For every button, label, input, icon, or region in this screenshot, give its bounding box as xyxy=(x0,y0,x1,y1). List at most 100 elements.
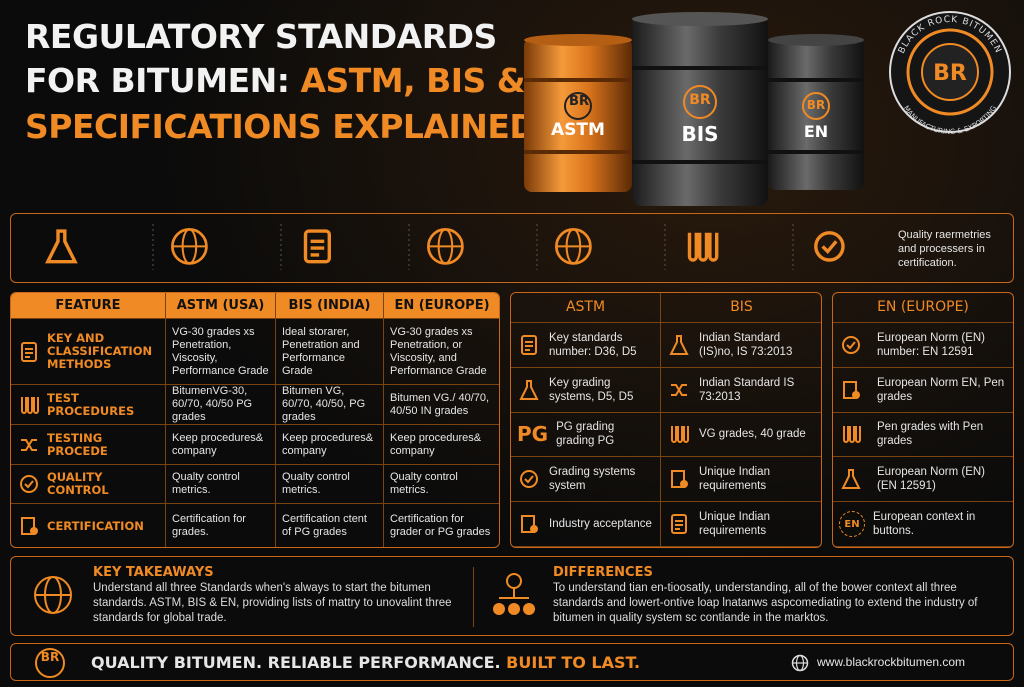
feature-cell-text: QUALITY CONTROL xyxy=(47,470,109,497)
table-cell-text: Keep procedures& company xyxy=(282,431,374,457)
takeaways-title: KEY TAKEAWAYS xyxy=(93,565,214,580)
icon-strip: Quality raermetries and processers in ce… xyxy=(10,213,1014,283)
panel-header-text: EN (EUROPE) xyxy=(877,299,969,315)
barrel-label: ASTM xyxy=(551,120,605,140)
panel-item: Key standards number: D36, D5 xyxy=(511,323,661,368)
icon xyxy=(841,469,861,490)
footer: BR QUALITY BITUMEN. RELIABLE PERFORMANCE… xyxy=(10,643,1014,681)
table-cell: Bitumen VG, 60/70, 40/50, PG grades xyxy=(276,385,384,425)
badge-text: EN xyxy=(844,518,860,530)
column-header-text: BIS (INDIA) xyxy=(288,298,371,313)
strip-icon xyxy=(814,231,845,262)
panel-item-text: Unique Indian requirements xyxy=(699,511,770,538)
icon xyxy=(843,380,860,399)
table-cell-text: BitumenVG-30, 60/70, 40/50 PG grades xyxy=(172,385,253,423)
panel-item: EN European context in buttons. xyxy=(833,502,1013,547)
column-header: ASTM (USA) xyxy=(166,293,276,319)
panel-item: Unique Indian requirements xyxy=(661,502,821,547)
table-cell: VG-30 grades xs Penetration, Viscosity, … xyxy=(166,319,276,385)
panel-header-text: BIS xyxy=(730,299,753,315)
table-cell: VG-30 grades xs Penetration, or Viscosit… xyxy=(384,319,499,385)
table-cell-text: Ideal storarer, Penetration and Performa… xyxy=(282,325,360,377)
icon xyxy=(521,334,537,355)
column-header-text: EN (EUROPE) xyxy=(394,298,490,313)
panel-item: Key grading systems, D5, D5 xyxy=(511,367,661,413)
feature-cell-text: TEST PROCEDURES xyxy=(47,390,135,418)
barrel-logo: BR xyxy=(689,92,711,108)
panel-header: BIS xyxy=(661,293,821,323)
panel-header-text: ASTM xyxy=(565,299,606,315)
icon xyxy=(669,334,689,355)
panel-item: Pen grades with Pen grades xyxy=(833,413,1013,458)
icon xyxy=(671,383,687,396)
strip-icon xyxy=(303,229,332,264)
feature-cell: QUALITY CONTROL xyxy=(11,465,166,504)
table-cell: Certification ctent of PG grades xyxy=(276,504,384,547)
panel-item-text: Industry acceptance xyxy=(549,518,652,531)
table-cell-text: VG-30 grades xs Penetration, Viscosity, … xyxy=(172,325,269,377)
summary-box: KEY TAKEAWAYS Understand all three Stand… xyxy=(10,556,1014,636)
feature-cell: KEY AND CLASSIFICATION METHODS xyxy=(11,319,166,385)
title-text: FOR BITUMEN: xyxy=(25,61,290,100)
panel-item-text: VG grades, 40 grade xyxy=(699,428,806,441)
icon xyxy=(671,514,687,535)
table-cell-text: Qualty control metrics. xyxy=(390,471,458,496)
badge-text: PG xyxy=(517,422,549,447)
icon xyxy=(20,475,38,493)
strip-icon xyxy=(427,228,464,265)
panel-item-text: European Norm EN, Pen grades xyxy=(877,376,1005,403)
table-cell: Qualty control metrics. xyxy=(384,465,499,504)
panel-item-text: Unique Indian requirements xyxy=(699,466,770,493)
icon xyxy=(843,426,861,444)
icon xyxy=(519,379,539,400)
table-cell-text: Qualty control metrics. xyxy=(282,471,350,496)
panel-item: Unique Indian requirements xyxy=(661,457,821,503)
panel-item-text: European Norm (EN) (EN 12591) xyxy=(877,466,986,493)
table-cell: Keep procedures& company xyxy=(384,425,499,465)
panel-item: Industry acceptance xyxy=(511,502,661,547)
table-cell: Bitumen VG./ 40/70, 40/50 IN grades xyxy=(384,385,499,425)
table-cell: Ideal storarer, Penetration and Performa… xyxy=(276,319,384,385)
barrel xyxy=(632,12,768,206)
icon xyxy=(842,335,860,354)
barrel-logo: BR xyxy=(569,94,589,109)
barrel-label: EN xyxy=(803,122,829,141)
column-header: FEATURE xyxy=(11,293,166,319)
barrels-art xyxy=(524,11,1011,206)
panel-item: VG grades, 40 grade xyxy=(661,413,821,458)
icon xyxy=(520,470,538,489)
standards-panel: ASTM BIS Key standards number: D36, D5 Indi… xyxy=(510,292,822,548)
table-cell: Qualty control metrics. xyxy=(276,465,384,504)
footer-tagline: QUALITY BITUMEN. RELIABLE PERFORMANCE. B… xyxy=(91,653,640,672)
feature-cell-text: TESTING PROCEDE xyxy=(47,430,108,458)
panel-item-text: Pen grades with Pen grades xyxy=(877,421,984,448)
tagline-text: QUALITY BITUMEN. RELIABLE PERFORMANCE. xyxy=(91,653,501,672)
feature-cell: TEST PROCEDURES xyxy=(11,385,166,425)
column-header: BIS (INDIA) xyxy=(276,293,384,319)
panel-item: European Norm (EN) number: EN 12591 xyxy=(833,323,1013,368)
takeaways-text: Understand all three Standards when's al… xyxy=(93,582,452,624)
title-line: REGULATORY STANDARDS xyxy=(25,17,497,56)
strip-icon xyxy=(171,228,208,265)
footer-url[interactable]: www.blackrockbitumen.com xyxy=(817,655,966,669)
en-panel: EN (EUROPE) European Norm (EN) number: EN… xyxy=(832,292,1014,548)
table-cell: Qualty control metrics. xyxy=(166,465,276,504)
icon xyxy=(671,426,689,444)
column-header: EN (EUROPE) xyxy=(384,293,499,319)
table-cell-text: VG-30 grades xs Penetration, or Viscosit… xyxy=(390,325,487,377)
icon xyxy=(521,515,538,534)
panel-item: European Norm (EN) (EN 12591) xyxy=(833,457,1013,503)
table-cell-text: Bitumen VG./ 40/70, 40/50 IN grades xyxy=(390,391,490,417)
tagline-highlight: BUILT TO LAST. xyxy=(506,653,641,672)
panel-header: ASTM xyxy=(511,293,661,323)
icon xyxy=(21,396,39,414)
panel-item: Indian Standard (IS)no, IS 73:2013 xyxy=(661,323,821,368)
table-cell-text: Certification for grader or PG grades xyxy=(390,513,491,538)
column-header-text: ASTM (USA) xyxy=(176,298,265,313)
brand-logo xyxy=(889,11,1011,133)
differences-text: To understand tian en-tioosatly, underst… xyxy=(553,582,978,624)
differences-title: DIFFERENCES xyxy=(553,565,653,580)
panel-item: European Norm EN, Pen grades xyxy=(833,368,1013,413)
icon xyxy=(21,517,38,535)
